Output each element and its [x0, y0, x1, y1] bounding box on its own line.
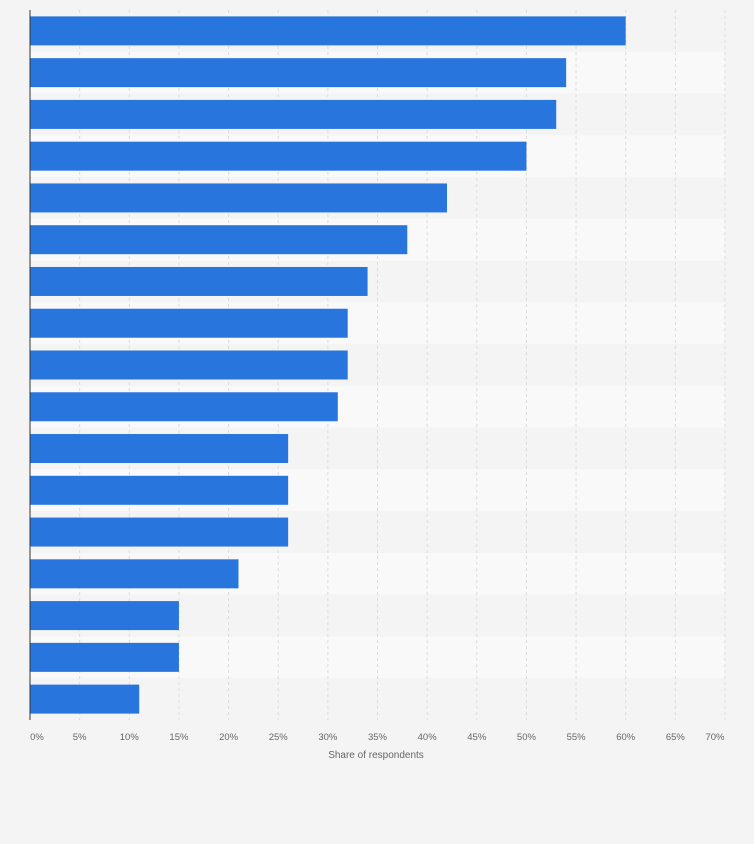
- x-tick-label: 0%: [30, 732, 44, 743]
- x-tick-label: 40%: [418, 732, 438, 743]
- bars: [30, 16, 626, 714]
- x-tick-label: 15%: [169, 732, 189, 743]
- bar[interactable]: [30, 99, 557, 129]
- bar[interactable]: [30, 392, 338, 422]
- bar[interactable]: [30, 559, 239, 589]
- bar[interactable]: [30, 308, 348, 338]
- x-tick-label: 65%: [666, 732, 686, 743]
- bar[interactable]: [30, 434, 289, 464]
- x-tick-labels: 0% 5% 10% 15% 20% 25% 30% 35% 40% 45% 50% 55% 60% 65%…: [30, 732, 725, 743]
- bar[interactable]: [30, 601, 179, 631]
- bar[interactable]: [30, 225, 408, 255]
- x-tick-label: 35%: [368, 732, 388, 743]
- bar[interactable]: [30, 642, 179, 672]
- bar[interactable]: [30, 475, 289, 505]
- bar[interactable]: [30, 141, 527, 171]
- bar[interactable]: [30, 266, 368, 296]
- x-tick-label: 45%: [467, 732, 487, 743]
- x-tick-label: 60%: [616, 732, 636, 743]
- x-tick-label: 10%: [120, 732, 140, 743]
- x-tick-label: 5%: [73, 732, 87, 743]
- bar[interactable]: [30, 350, 348, 380]
- bar[interactable]: [30, 58, 567, 88]
- x-tick-label: 30%: [318, 732, 338, 743]
- x-tick-label: 70%: [705, 732, 725, 743]
- bar[interactable]: [30, 684, 140, 714]
- x-tick-label: 50%: [517, 732, 537, 743]
- bar[interactable]: [30, 183, 447, 213]
- x-tick-label: 20%: [219, 732, 239, 743]
- bar[interactable]: [30, 16, 626, 46]
- x-axis-label: Share of respondents: [328, 750, 424, 761]
- x-tick-label: 55%: [567, 732, 587, 743]
- x-tick-label: 25%: [269, 732, 289, 743]
- bar[interactable]: [30, 517, 289, 547]
